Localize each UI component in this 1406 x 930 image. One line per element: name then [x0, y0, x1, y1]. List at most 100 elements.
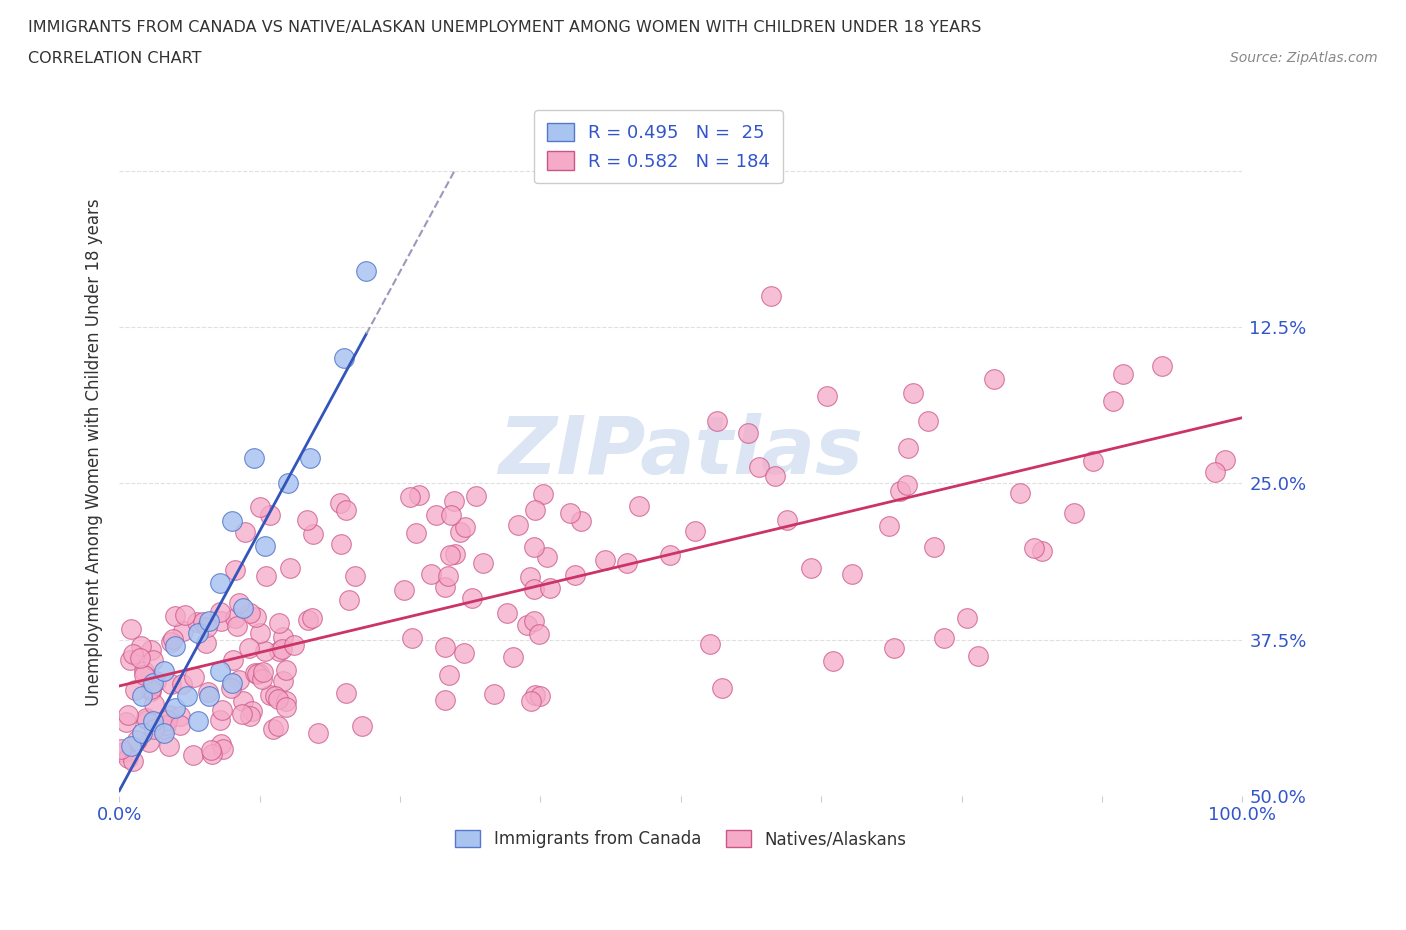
Point — [132, 664, 155, 679]
Point — [169, 718, 191, 733]
Point — [211, 741, 233, 756]
Point — [538, 580, 561, 595]
Point — [1081, 454, 1104, 469]
Point — [129, 639, 152, 654]
Point — [135, 711, 157, 725]
Point — [763, 469, 786, 484]
Point — [527, 627, 550, 642]
Point — [453, 645, 475, 660]
Point — [120, 738, 142, 753]
Point — [269, 644, 291, 658]
Point — [142, 652, 165, 667]
Point — [520, 694, 543, 709]
Point — [266, 719, 288, 734]
Point — [439, 547, 461, 562]
Point — [115, 714, 138, 729]
Point — [627, 499, 650, 514]
Point — [337, 593, 360, 608]
Point — [170, 677, 193, 692]
Point — [484, 686, 506, 701]
Point — [160, 634, 183, 649]
Point — [815, 388, 838, 403]
Point — [152, 722, 174, 737]
Point — [145, 673, 167, 688]
Point — [1063, 506, 1085, 521]
Point — [278, 560, 301, 575]
Point — [350, 718, 373, 733]
Point — [775, 512, 797, 527]
Point — [472, 556, 495, 571]
Point — [181, 748, 204, 763]
Point — [228, 672, 250, 687]
Point — [165, 701, 187, 716]
Point — [896, 478, 918, 493]
Point — [169, 708, 191, 723]
Point — [174, 608, 197, 623]
Point — [1213, 452, 1236, 467]
Point — [295, 513, 318, 528]
Point — [308, 725, 330, 740]
Point — [877, 519, 900, 534]
Point — [1111, 366, 1133, 381]
Point — [228, 595, 250, 610]
Point — [209, 663, 232, 678]
Point — [516, 618, 538, 632]
Point — [301, 610, 323, 625]
Point — [226, 618, 249, 633]
Point — [224, 562, 246, 577]
Point — [401, 631, 423, 645]
Point — [443, 493, 465, 508]
Point — [142, 696, 165, 711]
Point — [699, 637, 721, 652]
Point — [569, 513, 592, 528]
Point — [531, 486, 554, 501]
Point — [197, 619, 219, 634]
Point — [335, 502, 357, 517]
Point — [112, 745, 135, 760]
Point — [883, 640, 905, 655]
Point — [1010, 485, 1032, 500]
Point — [155, 718, 177, 733]
Point — [1150, 359, 1173, 374]
Point — [434, 693, 457, 708]
Point — [903, 385, 925, 400]
Point — [135, 712, 157, 727]
Point — [117, 751, 139, 765]
Point — [437, 668, 460, 683]
Point — [263, 689, 285, 704]
Point — [221, 676, 243, 691]
Point — [209, 737, 232, 751]
Point — [250, 672, 273, 687]
Point — [259, 687, 281, 702]
Point — [122, 753, 145, 768]
Point — [302, 526, 325, 541]
Point — [131, 726, 153, 741]
Point — [125, 733, 148, 748]
Point — [153, 726, 176, 741]
Point — [239, 709, 262, 724]
Point — [249, 626, 271, 641]
Point — [110, 741, 132, 756]
Point — [157, 708, 180, 723]
Point — [219, 681, 242, 696]
Point — [737, 425, 759, 440]
Point — [506, 517, 529, 532]
Point — [120, 622, 142, 637]
Point — [124, 683, 146, 698]
Point — [748, 460, 770, 475]
Point — [496, 606, 519, 621]
Point — [344, 568, 367, 583]
Point — [254, 644, 277, 658]
Point — [536, 550, 558, 565]
Point — [243, 451, 266, 466]
Point — [523, 502, 546, 517]
Point — [176, 688, 198, 703]
Legend: Immigrants from Canada, Natives/Alaskans: Immigrants from Canada, Natives/Alaskans — [447, 821, 915, 857]
Point — [454, 520, 477, 535]
Point — [440, 508, 463, 523]
Point — [198, 688, 221, 703]
Point — [564, 567, 586, 582]
Point — [710, 681, 733, 696]
Text: Source: ZipAtlas.com: Source: ZipAtlas.com — [1230, 51, 1378, 65]
Point — [197, 684, 219, 699]
